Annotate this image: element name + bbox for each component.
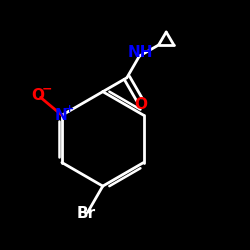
Text: NH: NH (128, 45, 153, 60)
Text: Br: Br (76, 206, 96, 222)
Text: N: N (55, 108, 68, 123)
Text: +: + (64, 104, 74, 114)
Text: O: O (134, 97, 147, 112)
Text: −: − (42, 82, 52, 96)
Text: O: O (31, 88, 44, 103)
